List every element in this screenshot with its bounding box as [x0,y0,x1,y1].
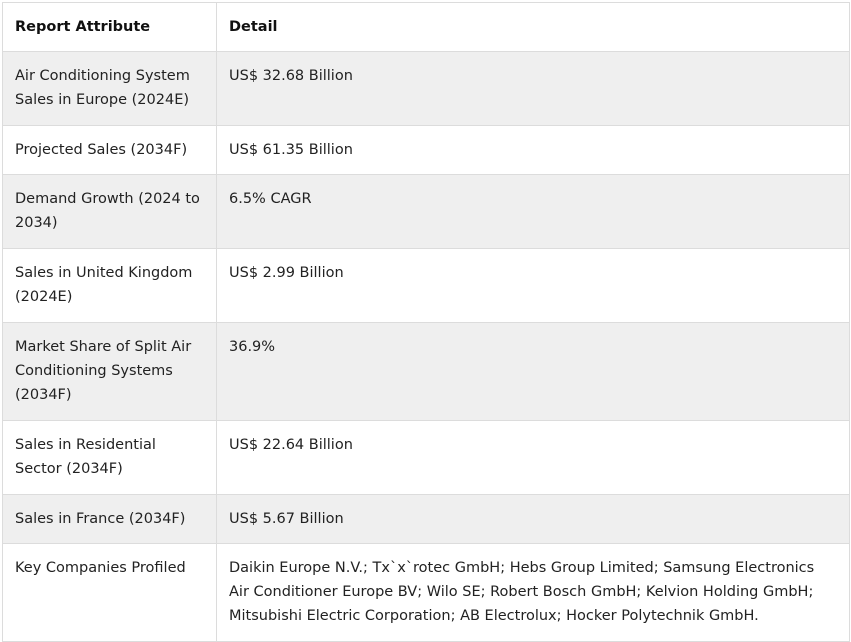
table-row: Projected Sales (2034F) US$ 61.35 Billio… [2,125,850,175]
table-row: Sales in Residential Sector (2034F) US$ … [2,420,850,495]
attribute-cell: Demand Growth (2024 to 2034) [2,174,217,249]
attribute-cell: Air Conditioning System Sales in Europe … [2,51,217,126]
detail-cell: US$ 5.67 Billion [216,494,850,544]
table-row: Sales in United Kingdom (2024E) US$ 2.99… [2,248,850,323]
attribute-cell: Sales in United Kingdom (2024E) [2,248,217,323]
table-row: Key Companies Profiled Daikin Europe N.V… [2,543,850,642]
detail-cell: US$ 32.68 Billion [216,51,850,126]
attribute-cell: Sales in France (2034F) [2,494,217,544]
attribute-cell: Projected Sales (2034F) [2,125,217,175]
detail-cell: US$ 2.99 Billion [216,248,850,323]
attribute-cell: Key Companies Profiled [2,543,217,642]
detail-cell: 6.5% CAGR [216,174,850,249]
table-row: Sales in France (2034F) US$ 5.67 Billion [2,494,850,544]
table-row: Market Share of Split Air Conditioning S… [2,322,850,421]
column-header-attribute: Report Attribute [2,2,217,52]
detail-cell: US$ 61.35 Billion [216,125,850,175]
attribute-cell: Sales in Residential Sector (2034F) [2,420,217,495]
table-row: Air Conditioning System Sales in Europe … [2,51,850,126]
table-header-row: Report Attribute Detail [2,2,850,52]
column-header-detail: Detail [216,2,850,52]
detail-cell: US$ 22.64 Billion [216,420,850,495]
table-row: Demand Growth (2024 to 2034) 6.5% CAGR [2,174,850,249]
attribute-cell: Market Share of Split Air Conditioning S… [2,322,217,421]
detail-cell: 36.9% [216,322,850,421]
detail-cell: Daikin Europe N.V.; Tx`x`rotec GmbH; Heb… [216,543,850,642]
